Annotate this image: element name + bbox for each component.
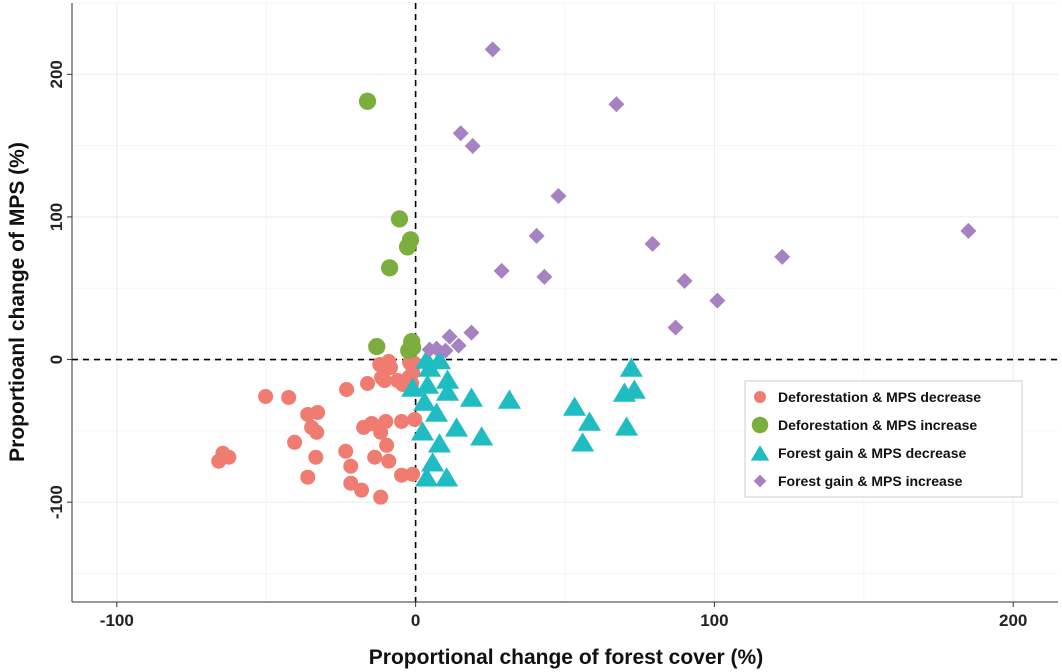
point-triangle	[421, 452, 445, 472]
point-circle	[308, 449, 324, 465]
point-triangle	[436, 369, 460, 389]
point-diamond	[709, 292, 726, 309]
point-circle	[403, 338, 422, 357]
y-tick-label: 100	[47, 203, 66, 231]
point-circle	[343, 458, 359, 474]
point-triangle	[563, 396, 587, 416]
axes: -100 0 100 200 -100 0 100 200	[47, 3, 1058, 630]
legend: Deforestation & MPS decrease Deforestatio…	[744, 380, 1023, 498]
point-circle	[378, 413, 394, 429]
y-tick-label: 200	[47, 60, 66, 88]
legend-label: Forest gain & MPS decrease	[778, 445, 967, 461]
point-diamond	[464, 138, 481, 155]
point-diamond	[774, 248, 791, 265]
point-diamond	[493, 262, 510, 279]
point-circle	[358, 92, 377, 110]
point-circle	[390, 210, 409, 228]
point-circle	[343, 475, 359, 491]
point-diamond	[667, 319, 684, 336]
legend-box	[744, 380, 1023, 498]
point-diamond	[484, 41, 501, 58]
point-circle	[377, 373, 393, 389]
x-tick-label: 200	[999, 611, 1027, 630]
point-triangle	[436, 381, 460, 401]
point-circle	[300, 469, 316, 485]
point-triangle	[459, 387, 484, 407]
point-circle	[339, 381, 355, 397]
x-tick-label: 0	[411, 611, 420, 630]
point-triangle	[577, 411, 602, 431]
legend-label: Deforestation & MPS increase	[778, 417, 977, 433]
point-circle	[383, 360, 399, 376]
point-triangle	[401, 377, 425, 397]
y-tick-label: 0	[47, 355, 66, 364]
x-tick-label: -100	[100, 611, 134, 630]
point-circle	[309, 424, 325, 440]
point-triangle	[622, 379, 646, 399]
point-diamond	[753, 474, 767, 488]
legend-label: Deforestation & MPS decrease	[778, 389, 981, 405]
point-triangle	[470, 426, 494, 446]
point-diamond	[463, 324, 480, 341]
point-circle	[394, 467, 410, 483]
point-triangle	[444, 417, 469, 437]
x-axis-label: Proportional change of forest cover (%)	[369, 646, 763, 669]
point-circle	[364, 415, 380, 431]
point-diamond	[528, 227, 545, 244]
point-circle	[379, 437, 395, 453]
point-diamond	[428, 340, 445, 357]
point-diamond	[644, 235, 661, 252]
point-triangle	[619, 357, 643, 377]
point-triangle	[424, 402, 449, 422]
point-triangle	[427, 433, 452, 453]
point-diamond	[608, 96, 625, 113]
point-circle	[221, 449, 237, 465]
point-circle	[310, 404, 326, 420]
point-circle	[287, 434, 303, 450]
point-circle	[354, 482, 370, 498]
point-triangle	[571, 432, 595, 452]
point-diamond	[452, 125, 469, 142]
point-circle	[367, 449, 383, 465]
point-circle	[281, 389, 297, 405]
point-triangle	[615, 416, 639, 436]
point-circle	[751, 416, 769, 434]
point-diamond	[536, 268, 553, 285]
point-circle	[394, 413, 410, 429]
reference-lines	[72, 3, 1058, 602]
point-triangle	[418, 357, 442, 377]
point-circle	[373, 489, 389, 505]
point-triangle	[497, 389, 521, 409]
point-triangle	[413, 391, 437, 411]
point-circle	[398, 238, 417, 256]
point-diamond	[550, 187, 567, 204]
point-circle	[754, 391, 766, 403]
point-diamond	[676, 272, 693, 289]
legend-label: Forest gain & MPS increase	[778, 473, 963, 489]
grid	[72, 2, 1058, 602]
x-tick-label: 100	[700, 611, 728, 630]
point-triangle	[435, 467, 459, 487]
point-circle	[380, 259, 399, 277]
point-triangle	[410, 421, 435, 441]
point-diamond	[441, 328, 458, 345]
point-circle	[368, 337, 386, 356]
point-triangle	[416, 374, 440, 394]
point-circle	[407, 411, 423, 427]
point-diamond	[960, 222, 977, 239]
point-triangle	[415, 467, 439, 487]
point-circle	[258, 388, 274, 404]
point-circle	[360, 376, 376, 392]
point-circle	[338, 443, 354, 459]
point-circle	[381, 453, 397, 469]
y-axis-label: Proportioanl change of MPS (%)	[6, 142, 29, 462]
y-tick-label: -100	[47, 485, 66, 519]
point-triangle	[750, 445, 770, 461]
point-diamond	[450, 337, 467, 354]
data-points	[211, 41, 977, 505]
point-circle	[405, 466, 421, 482]
